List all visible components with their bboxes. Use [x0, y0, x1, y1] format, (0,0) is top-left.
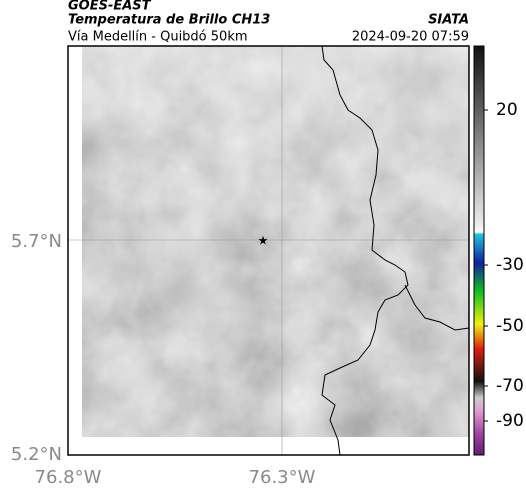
- source: SIATA: [428, 13, 469, 28]
- map: ★: [67, 45, 470, 456]
- lat-label: 5.7°N: [11, 231, 62, 252]
- location-marker: ★: [258, 234, 269, 248]
- lon-label: 76.8°W: [35, 467, 102, 488]
- timestamp: 2024-09-20 07:59: [352, 30, 469, 45]
- map-frame: [67, 45, 470, 456]
- colorbar-tick-label: -30: [496, 255, 524, 275]
- lon-label: 76.3°W: [249, 467, 316, 488]
- colorbar-tick-label: -50: [496, 316, 524, 336]
- title: GOES-EAST: [68, 0, 152, 14]
- lat-label: 5.2°N: [11, 444, 62, 465]
- image-highlight: [82, 46, 469, 437]
- colorbar-scale: [473, 45, 485, 456]
- border: [321, 45, 409, 456]
- route: Vía Medellín - Quibdó 50km: [68, 30, 248, 45]
- colorbar-tick-label: -70: [496, 376, 524, 396]
- colorbar: [473, 45, 485, 456]
- colorbar-tick-label: -90: [496, 411, 524, 431]
- subtitle: Temperatura de Brillo CH13: [68, 13, 270, 28]
- colorbar-tick-label: 20: [496, 100, 518, 120]
- border: [404, 284, 470, 331]
